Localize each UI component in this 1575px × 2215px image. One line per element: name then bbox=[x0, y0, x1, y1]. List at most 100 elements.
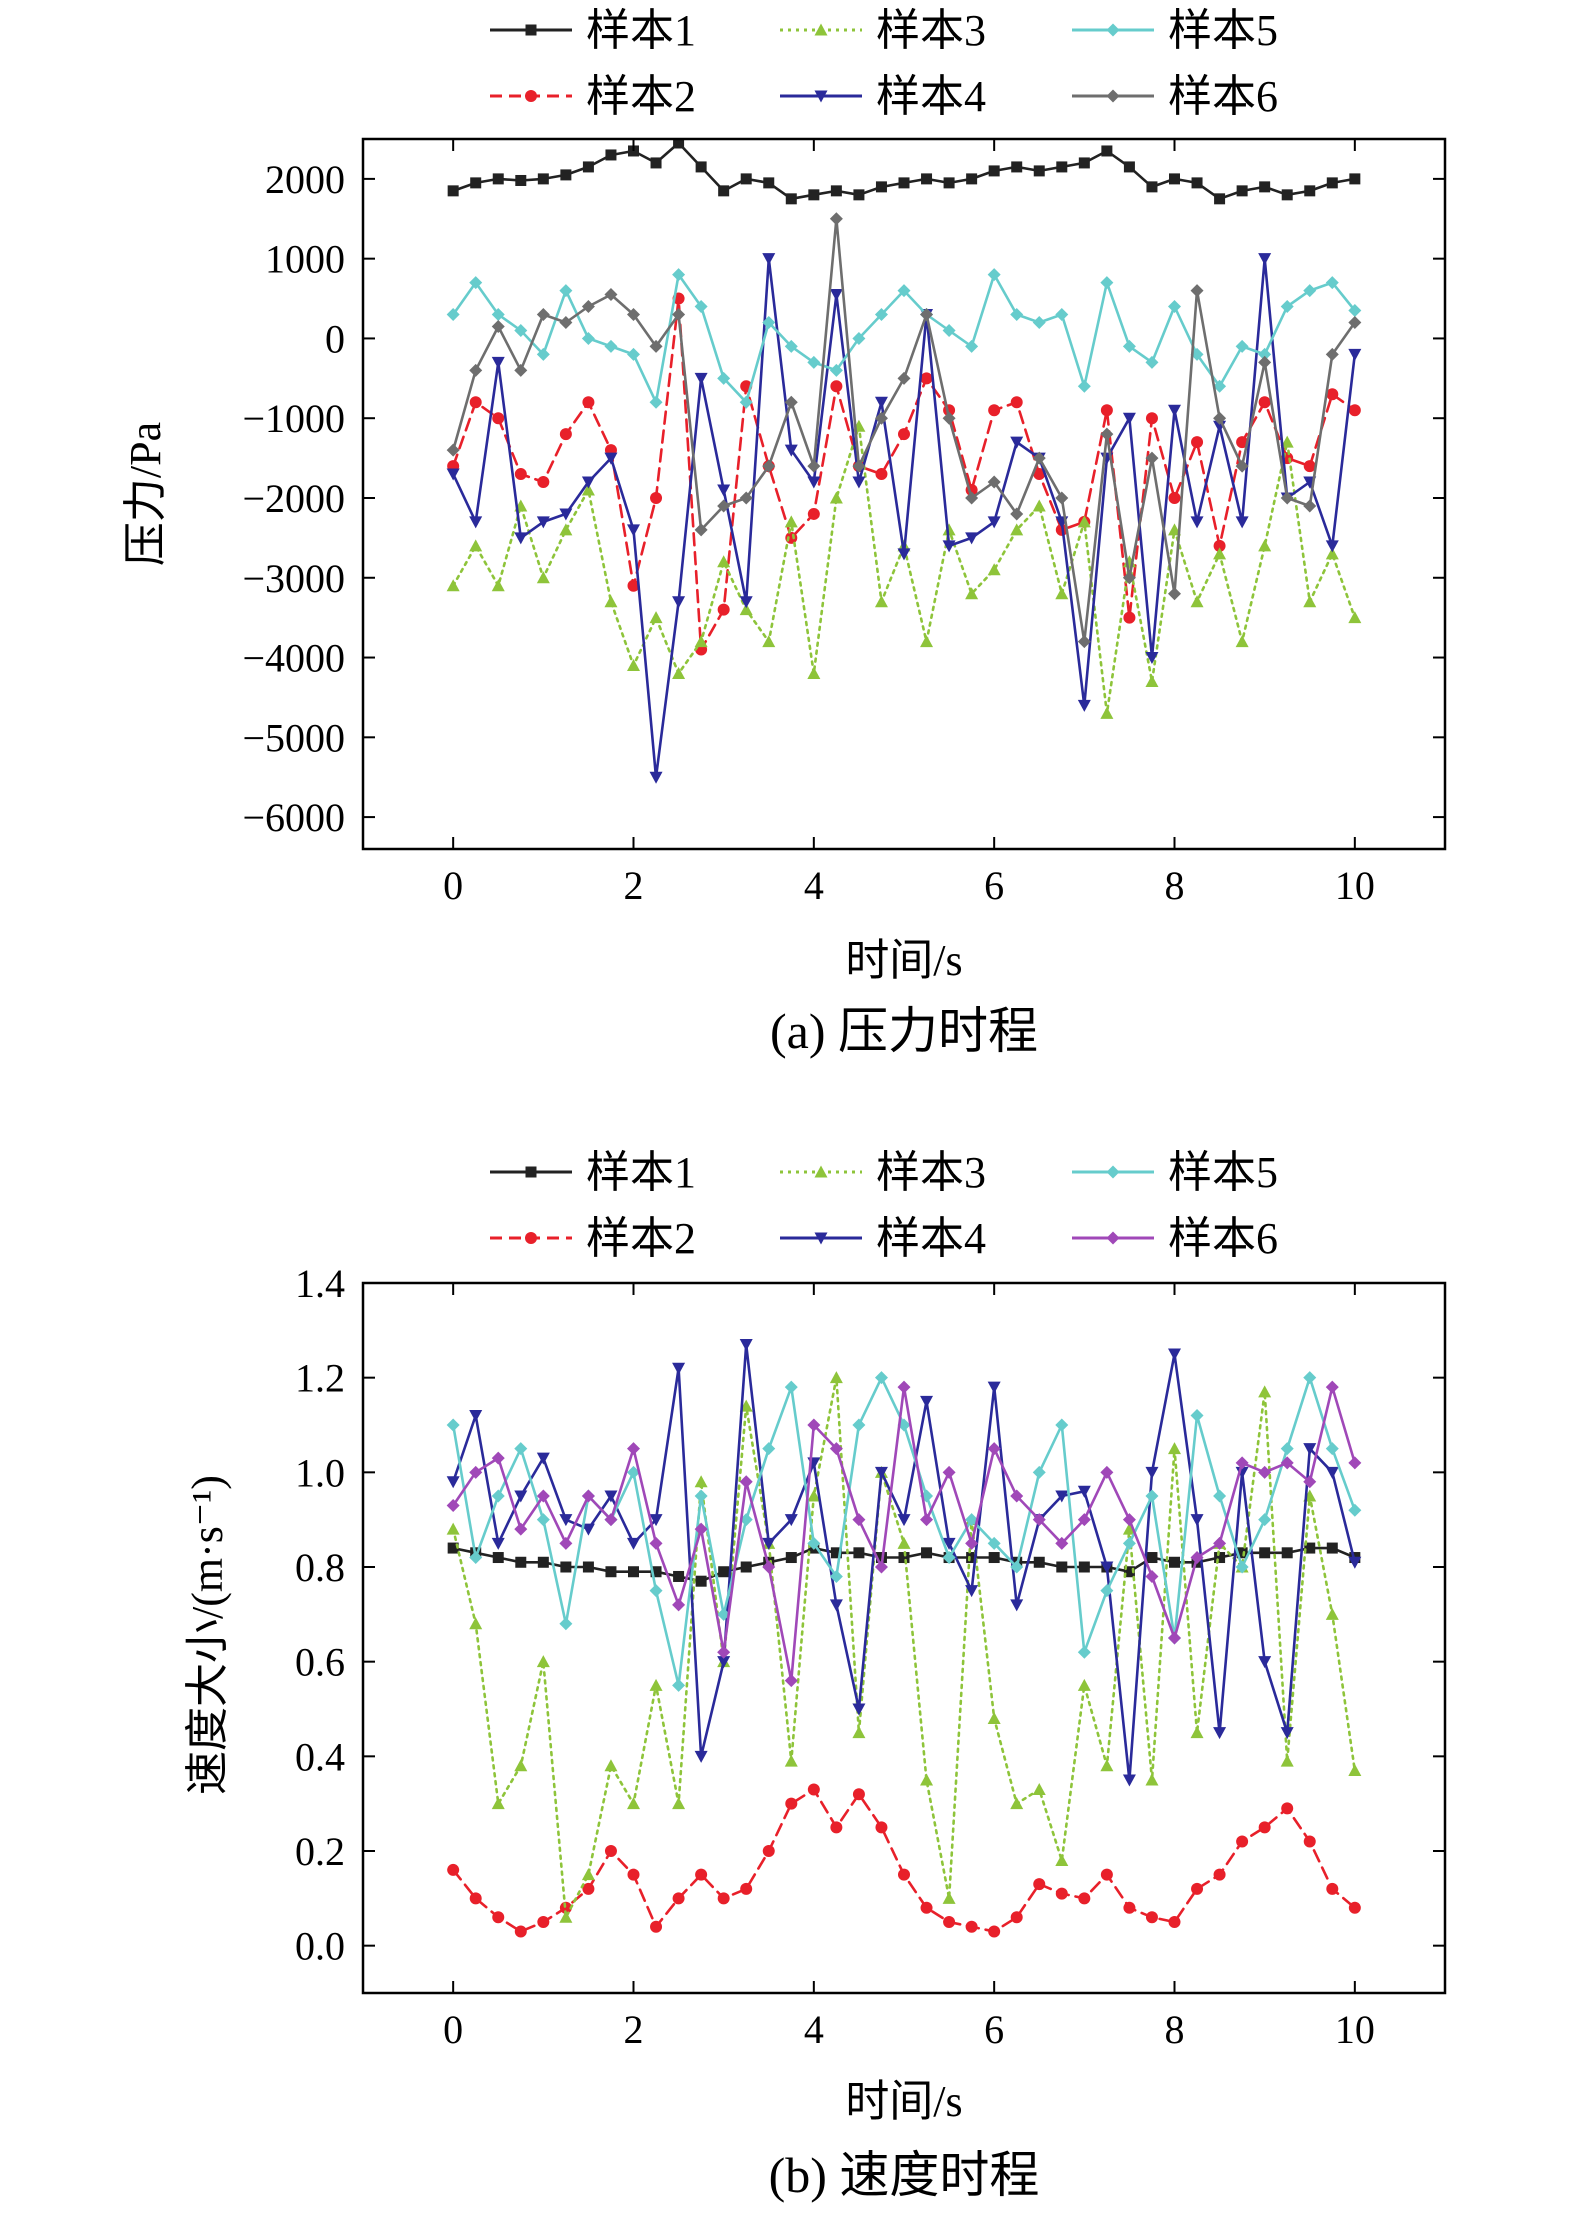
velocity-series-2-point bbox=[943, 1916, 956, 1928]
velocity-legend-item-3: 样本3 bbox=[780, 1148, 986, 1197]
velocity-series-3-point bbox=[604, 1759, 618, 1772]
pressure-series-1-point bbox=[1101, 145, 1113, 157]
pressure-legend-item-2: 样本2 bbox=[490, 72, 696, 121]
velocity-chart-ticks: 0 2 4 6 8 10 1.4 1.2 1.0 0.8 0.6 0.4 0.2 0.0 bbox=[295, 1261, 1445, 2052]
pressure-y-axis-title: 压力/Pa bbox=[121, 422, 170, 566]
velocity-series-2-point bbox=[1168, 1916, 1181, 1928]
pressure-series-5-point bbox=[874, 308, 888, 322]
velocity-series-5-point bbox=[762, 1442, 776, 1456]
velocity-series-3-point bbox=[987, 1711, 1001, 1724]
pressure-x-tick-label: 8 bbox=[1165, 863, 1185, 908]
velocity-plot-frame bbox=[361, 1281, 1447, 1995]
velocity-series-2-point bbox=[469, 1892, 482, 1905]
velocity-series-4-point bbox=[942, 1537, 956, 1550]
velocity-legend-label: 样本6 bbox=[1168, 1214, 1278, 1263]
pressure-series-4-point bbox=[762, 253, 776, 266]
velocity-series-1-point bbox=[628, 1566, 639, 1578]
pressure-series-5-point bbox=[1280, 300, 1294, 314]
velocity-series-3 bbox=[446, 1371, 1362, 1923]
velocity-series-5-point bbox=[514, 1442, 528, 1456]
pressure-chart-series bbox=[446, 139, 1362, 784]
velocity-series-6-point bbox=[1010, 1489, 1024, 1503]
velocity-series-6-point bbox=[1325, 1380, 1339, 1394]
pressure-y-tick-label: −1000 bbox=[242, 396, 345, 441]
pressure-series-3-point bbox=[604, 595, 618, 608]
pressure-series-5-point bbox=[807, 355, 821, 369]
velocity-series-6-point bbox=[672, 1598, 686, 1612]
pressure-series-2-point bbox=[514, 468, 527, 481]
pressure-series-4-point bbox=[1145, 652, 1159, 665]
velocity-series-2-point bbox=[988, 1925, 1001, 1938]
pressure-series-5-point bbox=[694, 300, 708, 314]
pressure-series-1-point bbox=[1214, 193, 1226, 205]
velocity-series-5-point bbox=[469, 1551, 483, 1565]
pressure-series-6-point bbox=[536, 308, 550, 322]
velocity-series-6-point bbox=[1190, 1551, 1204, 1565]
pressure-y-tick-label: 1000 bbox=[265, 237, 345, 282]
velocity-y-tick-label: 0.8 bbox=[295, 1545, 345, 1590]
pressure-series-4-point bbox=[491, 356, 505, 369]
velocity-series-1-point bbox=[1214, 1552, 1226, 1564]
pressure-series-1-point bbox=[898, 177, 910, 189]
pressure-series-3-point bbox=[1303, 595, 1317, 608]
pressure-series-1-point bbox=[537, 173, 549, 185]
velocity-series-6-point bbox=[694, 1522, 708, 1536]
pressure-legend-item-5: 样本5 bbox=[1072, 6, 1278, 55]
pressure-series-1-point bbox=[763, 177, 775, 189]
pressure-series-3-point bbox=[717, 555, 731, 568]
velocity-series-2-line bbox=[451, 1788, 1357, 1933]
velocity-series-4-point bbox=[829, 1599, 843, 1612]
pressure-series-2-point bbox=[582, 396, 595, 409]
pressure-series-2-point bbox=[875, 468, 888, 481]
velocity-series-4-point bbox=[604, 1490, 618, 1503]
velocity-series-3-point bbox=[1100, 1759, 1114, 1772]
velocity-series-5-point bbox=[1190, 1409, 1204, 1423]
pressure-series-5-point bbox=[965, 339, 979, 353]
velocity-series-4-point bbox=[446, 1476, 460, 1489]
velocity-series-1-point bbox=[830, 1547, 842, 1559]
velocity-series-6-point bbox=[1235, 1456, 1249, 1470]
pressure-legend-marker bbox=[1106, 23, 1120, 37]
velocity-series-6-point bbox=[942, 1465, 956, 1479]
pressure-series-5-point bbox=[1100, 276, 1114, 290]
pressure-series-3-point bbox=[1280, 435, 1294, 448]
velocity-y-tick-label: 0.6 bbox=[295, 1640, 345, 1685]
pressure-series-2-line bbox=[451, 297, 1357, 651]
pressure-series-2-point bbox=[1258, 396, 1271, 409]
pressure-series-1-point bbox=[1056, 161, 1068, 173]
velocity-series-5-point bbox=[1032, 1465, 1046, 1479]
pressure-series-2-point bbox=[1033, 468, 1046, 481]
pressure-series-5-point bbox=[1010, 308, 1024, 322]
pressure-series-2-point bbox=[1010, 396, 1023, 409]
pressure-series-5-point bbox=[762, 315, 776, 329]
pressure-series-4-point bbox=[581, 476, 595, 489]
pressure-series-2-point bbox=[898, 428, 910, 441]
velocity-series-3-point bbox=[920, 1773, 934, 1786]
velocity-series-4-point bbox=[1077, 1485, 1091, 1498]
pressure-series-2-point bbox=[492, 412, 505, 425]
pressure-series-4-point bbox=[1077, 699, 1091, 712]
velocity-series-5-point bbox=[1348, 1503, 1362, 1517]
pressure-series-5-point bbox=[469, 276, 483, 290]
pressure-legend-label: 样本2 bbox=[586, 72, 696, 121]
velocity-series-2-point bbox=[717, 1892, 730, 1905]
pressure-y-tick-label: 2000 bbox=[265, 157, 345, 202]
velocity-series-4-point bbox=[965, 1585, 979, 1598]
pressure-series-3-point bbox=[649, 611, 663, 624]
pressure-series-5-point bbox=[514, 323, 528, 337]
velocity-series-2-point bbox=[1348, 1901, 1361, 1914]
velocity-series-4-point bbox=[1010, 1599, 1024, 1612]
velocity-series-3-point bbox=[491, 1797, 505, 1810]
velocity-series-2-point bbox=[559, 1901, 572, 1914]
velocity-series-1-point bbox=[1259, 1547, 1271, 1559]
velocity-series-2-point bbox=[1100, 1868, 1113, 1881]
pressure-series-6-point bbox=[559, 315, 573, 329]
pressure-series-4-point bbox=[987, 516, 1001, 529]
velocity-series-1-point bbox=[537, 1556, 549, 1568]
pressure-series-5-point bbox=[1235, 339, 1249, 353]
velocity-series-6-point bbox=[897, 1380, 911, 1394]
pressure-series-3-point bbox=[942, 523, 956, 536]
velocity-series-1-point bbox=[650, 1566, 662, 1578]
velocity-series-1-point bbox=[560, 1561, 572, 1573]
pressure-series-6-point bbox=[649, 339, 663, 353]
